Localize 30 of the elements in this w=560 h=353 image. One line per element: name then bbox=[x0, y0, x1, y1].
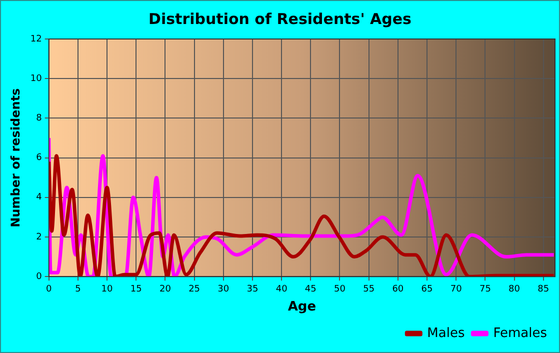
legend-label: Females bbox=[493, 326, 548, 341]
chart-title: Distribution of Residents' Ages bbox=[148, 10, 412, 28]
y-axis-title: Number of residents bbox=[8, 88, 22, 228]
x-tick-label: 85 bbox=[538, 284, 550, 294]
x-tick-label: 15 bbox=[130, 284, 142, 294]
y-tick-label: 10 bbox=[30, 74, 42, 84]
y-tick-label: 6 bbox=[36, 153, 42, 164]
y-tick-label: 4 bbox=[36, 192, 42, 203]
y-tick-label: 0 bbox=[36, 272, 42, 282]
x-axis-title: Age bbox=[288, 300, 316, 315]
x-tick-label: 5 bbox=[75, 284, 81, 294]
x-tick-label: 0 bbox=[46, 284, 52, 294]
x-tick-label: 20 bbox=[159, 284, 172, 294]
x-tick-label: 30 bbox=[218, 284, 230, 294]
y-tick-label: 2 bbox=[36, 232, 42, 242]
x-tick-label: 60 bbox=[392, 284, 404, 294]
x-tick-label: 45 bbox=[304, 284, 316, 294]
x-tick-label: 80 bbox=[508, 284, 520, 294]
legend-label: Males bbox=[427, 326, 465, 341]
x-tick-label: 25 bbox=[188, 284, 200, 294]
x-tick-label: 75 bbox=[479, 284, 491, 294]
x-tick-label: 50 bbox=[334, 284, 346, 294]
x-tick-label: 55 bbox=[363, 284, 375, 294]
x-tick-label: 35 bbox=[246, 284, 258, 294]
y-tick-label: 12 bbox=[30, 34, 42, 44]
x-tick-label: 65 bbox=[421, 284, 433, 294]
x-tick-label: 10 bbox=[101, 284, 114, 294]
x-tick-label: 70 bbox=[450, 284, 462, 294]
x-tick-label: 40 bbox=[276, 284, 288, 294]
y-tick-label: 8 bbox=[36, 114, 42, 124]
